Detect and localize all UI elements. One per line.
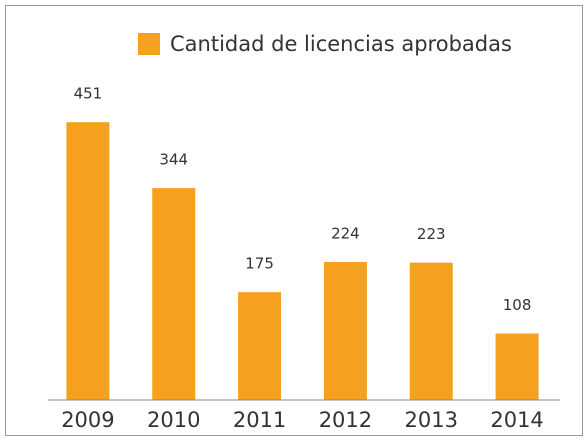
bar (323, 262, 367, 400)
bar (495, 333, 539, 400)
bar (152, 188, 196, 400)
x-tick-label: 2010 (147, 408, 200, 432)
x-tick-label: 2012 (319, 408, 372, 432)
value-label: 344 (159, 151, 188, 169)
value-label: 451 (74, 85, 103, 103)
value-label: 223 (417, 225, 446, 243)
bar (409, 262, 453, 400)
x-tick-label: 2013 (405, 408, 458, 432)
x-tick-label: 2011 (233, 408, 286, 432)
bar (238, 292, 282, 400)
x-tick-label: 2009 (61, 408, 114, 432)
legend-swatch (138, 33, 160, 55)
legend-label: Cantidad de licencias aprobadas (170, 32, 512, 56)
value-label: 224 (331, 225, 360, 243)
x-tick-label: 2014 (490, 408, 543, 432)
value-label: 175 (245, 255, 274, 273)
bar (66, 122, 110, 401)
value-label: 108 (503, 296, 532, 314)
